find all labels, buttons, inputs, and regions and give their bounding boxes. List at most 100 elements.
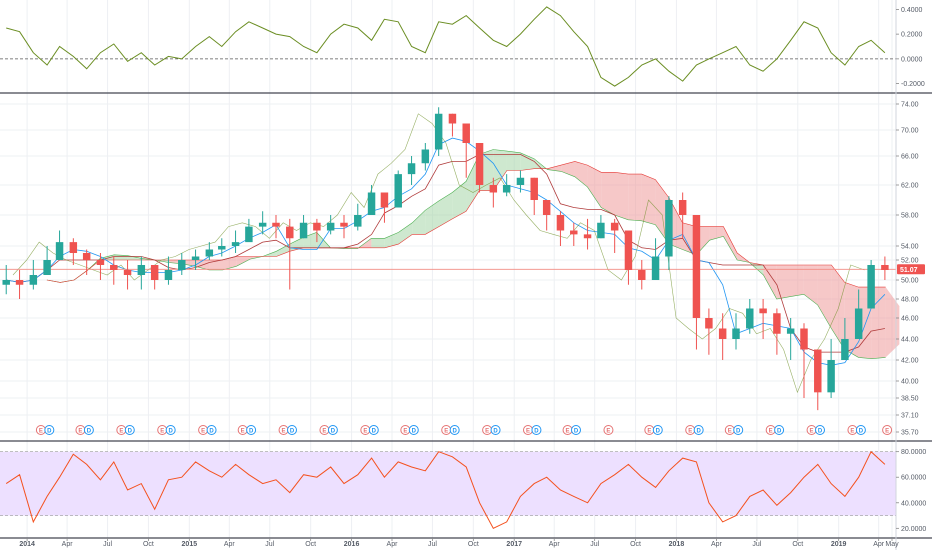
- earnings-marker[interactable]: E: [35, 425, 46, 435]
- candle[interactable]: [218, 238, 226, 257]
- candle[interactable]: [786, 318, 795, 360]
- candle[interactable]: [773, 308, 781, 355]
- candle[interactable]: [15, 270, 24, 299]
- dividend-marker[interactable]: D: [44, 425, 55, 435]
- dividend-marker[interactable]: D: [368, 425, 379, 435]
- candle[interactable]: [380, 192, 389, 223]
- candle[interactable]: [82, 249, 91, 276]
- candle[interactable]: [299, 215, 308, 239]
- candle[interactable]: [2, 265, 10, 295]
- candle[interactable]: [286, 218, 294, 290]
- candle[interactable]: [326, 215, 335, 235]
- dividend-marker[interactable]: D: [774, 425, 785, 435]
- dividend-marker[interactable]: D: [693, 425, 704, 435]
- earnings-marker[interactable]: E: [441, 425, 452, 435]
- rsi-line[interactable]: [5, 450, 886, 529]
- candle[interactable]: [597, 215, 605, 239]
- candlestick-series[interactable]: [2, 107, 889, 411]
- earnings-marker[interactable]: E: [644, 425, 655, 435]
- candle[interactable]: [55, 230, 64, 261]
- earnings-marker[interactable]: E: [847, 425, 858, 435]
- candle[interactable]: [814, 349, 822, 411]
- candle[interactable]: [530, 177, 538, 215]
- candle[interactable]: [272, 215, 280, 239]
- earnings-marker[interactable]: E: [237, 425, 248, 435]
- candle[interactable]: [692, 215, 701, 350]
- candle[interactable]: [394, 170, 402, 208]
- earnings-marker[interactable]: E: [765, 425, 776, 435]
- candle[interactable]: [827, 339, 835, 398]
- candle[interactable]: [759, 299, 767, 339]
- oscillator-pane[interactable]: [0, 6, 896, 87]
- earnings-marker[interactable]: E: [157, 425, 168, 435]
- candle[interactable]: [164, 256, 173, 285]
- dividend-marker[interactable]: D: [815, 425, 825, 435]
- candle[interactable]: [475, 143, 484, 193]
- candle[interactable]: [123, 260, 132, 290]
- oscillator-line[interactable]: [6, 6, 886, 87]
- earnings-marker[interactable]: E: [562, 425, 573, 435]
- dividend-marker[interactable]: D: [287, 425, 297, 435]
- dividend-marker[interactable]: D: [855, 425, 866, 435]
- earnings-marker[interactable]: E: [278, 425, 289, 435]
- earnings-marker[interactable]: E: [724, 425, 735, 435]
- candle[interactable]: [881, 256, 889, 281]
- candle[interactable]: [434, 107, 443, 156]
- candle[interactable]: [583, 218, 592, 250]
- candle[interactable]: [367, 185, 376, 215]
- candle[interactable]: [462, 123, 470, 178]
- dividend-marker[interactable]: D: [490, 425, 501, 435]
- candle[interactable]: [718, 313, 727, 360]
- dividend-marker[interactable]: D: [449, 425, 460, 435]
- candle[interactable]: [624, 230, 633, 285]
- earnings-marker[interactable]: E: [482, 425, 493, 435]
- candle[interactable]: [678, 192, 687, 239]
- earnings-marker[interactable]: E: [116, 425, 127, 435]
- candle[interactable]: [421, 143, 430, 171]
- candle[interactable]: [29, 260, 38, 290]
- candle[interactable]: [150, 265, 159, 290]
- candle[interactable]: [354, 203, 362, 231]
- dividend-marker[interactable]: D: [408, 425, 419, 435]
- rsi-pane[interactable]: [0, 450, 896, 529]
- candle[interactable]: [651, 238, 660, 280]
- candle[interactable]: [665, 196, 673, 270]
- candle[interactable]: [137, 256, 146, 290]
- dividend-marker[interactable]: D: [124, 425, 135, 435]
- candle[interactable]: [407, 156, 416, 185]
- candle[interactable]: [313, 218, 321, 243]
- dividend-marker[interactable]: D: [531, 425, 542, 435]
- candle[interactable]: [800, 323, 808, 398]
- candle[interactable]: [110, 256, 118, 285]
- candle[interactable]: [610, 218, 619, 253]
- earnings-marker[interactable]: E: [603, 425, 614, 435]
- candle[interactable]: [746, 299, 754, 334]
- candle[interactable]: [258, 211, 267, 235]
- candle[interactable]: [245, 218, 253, 243]
- candle[interactable]: [638, 260, 646, 290]
- earnings-marker[interactable]: E: [360, 425, 371, 435]
- dividend-marker[interactable]: D: [571, 425, 581, 435]
- candle[interactable]: [43, 246, 51, 275]
- earnings-marker[interactable]: E: [685, 425, 696, 435]
- candle[interactable]: [205, 242, 214, 260]
- earnings-marker[interactable]: E: [882, 425, 893, 435]
- candle[interactable]: [69, 238, 78, 265]
- candle[interactable]: [705, 308, 713, 355]
- candle[interactable]: [191, 249, 200, 271]
- dividend-marker[interactable]: D: [83, 425, 94, 435]
- candle[interactable]: [340, 215, 348, 239]
- dividend-marker[interactable]: D: [246, 425, 257, 435]
- candle[interactable]: [570, 222, 578, 246]
- candle[interactable]: [841, 318, 849, 360]
- candle[interactable]: [502, 174, 511, 197]
- dividend-marker[interactable]: D: [165, 425, 176, 435]
- earnings-marker[interactable]: E: [75, 425, 86, 435]
- candle[interactable]: [556, 211, 565, 246]
- dividend-marker[interactable]: D: [652, 425, 663, 435]
- candle[interactable]: [867, 260, 875, 309]
- candle[interactable]: [231, 230, 240, 254]
